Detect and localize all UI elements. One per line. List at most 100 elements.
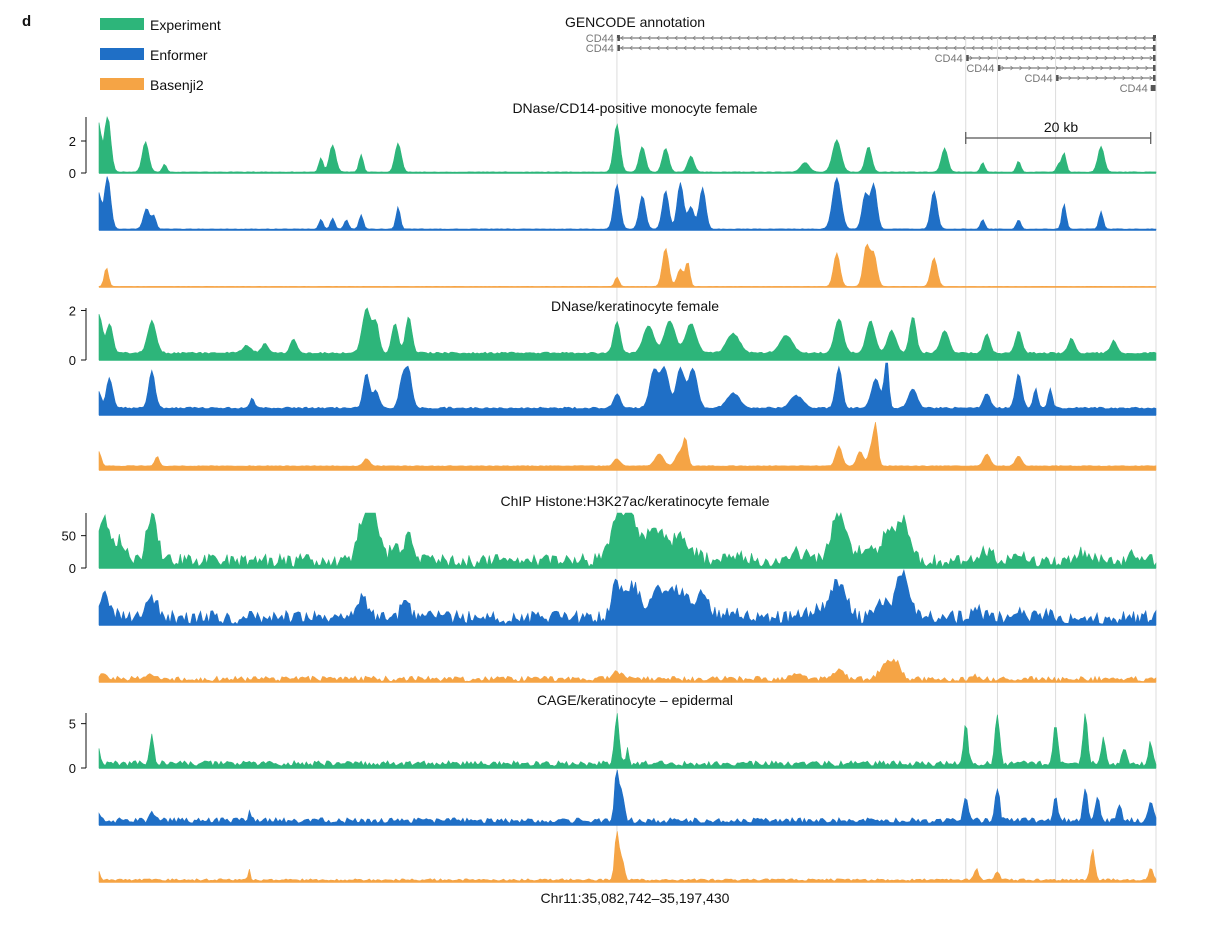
strand-chevron [1115, 45, 1119, 51]
transcript-label: CD44 [586, 33, 614, 45]
exon [1055, 75, 1059, 81]
transcript-3: CD44 [966, 63, 1156, 75]
strand-chevron [1059, 75, 1063, 81]
strand-chevron [827, 35, 831, 41]
strand-chevron [980, 45, 984, 51]
strand-chevron [1097, 45, 1101, 51]
legend-swatch-experiment [100, 18, 144, 30]
strand-chevron [1097, 35, 1101, 41]
strand-chevron [818, 45, 822, 51]
strand-chevron [969, 55, 973, 61]
panel-letter: d [22, 13, 31, 30]
strand-chevron [737, 45, 741, 51]
transcript-5: CD44 [1120, 83, 1156, 95]
strand-chevron [1023, 55, 1027, 61]
strand-chevron [719, 45, 723, 51]
strand-chevron [1046, 65, 1050, 71]
transcript-label: CD44 [966, 63, 994, 75]
strand-chevron [1113, 75, 1117, 81]
strand-chevron [719, 35, 723, 41]
exon [965, 55, 969, 61]
strand-chevron [1028, 65, 1032, 71]
strand-chevron [935, 45, 939, 51]
strand-chevron [1124, 35, 1128, 41]
transcript-4: CD44 [1024, 73, 1156, 85]
strand-chevron [1077, 55, 1081, 61]
strand-chevron [1133, 45, 1137, 51]
strand-chevron [1061, 45, 1065, 51]
strand-chevron [1001, 65, 1005, 71]
legend-label-experiment: Experiment [150, 17, 221, 33]
strand-chevron [665, 35, 669, 41]
strand-chevron [890, 35, 894, 41]
strand-chevron [1140, 55, 1144, 61]
y-tick-label: 2 [69, 134, 76, 149]
strand-chevron [1136, 65, 1140, 71]
strand-chevron [863, 45, 867, 51]
strand-chevron [1070, 35, 1074, 41]
strand-chevron [728, 45, 732, 51]
strand-chevron [692, 35, 696, 41]
signal-area-basenji2 [98, 421, 1157, 471]
strand-chevron [1052, 45, 1056, 51]
track-title: DNase/CD14-positive monocyte female [512, 100, 757, 116]
strand-chevron [854, 45, 858, 51]
strand-chevron [1037, 65, 1041, 71]
strand-chevron [773, 45, 777, 51]
legend-swatch-basenji2 [100, 78, 144, 90]
strand-chevron [638, 35, 642, 41]
legend-label-enformer: Enformer [150, 47, 208, 63]
track-panel-2: ChIP Histone:H3K27ac/keratinocyte female… [62, 493, 1157, 683]
strand-chevron [899, 35, 903, 41]
y-tick-label: 0 [69, 561, 76, 576]
strand-chevron [1149, 55, 1153, 61]
strand-chevron [1079, 45, 1083, 51]
track-panel-1: DNase/keratinocyte female 2 0 [69, 298, 1157, 471]
y-tick-label: 2 [69, 303, 76, 318]
exon [1153, 55, 1156, 61]
strand-chevron [1005, 55, 1009, 61]
strand-chevron [1095, 75, 1099, 81]
strand-chevron [1014, 55, 1018, 61]
signal-area-basenji2 [98, 831, 1157, 883]
strand-chevron [674, 45, 678, 51]
strand-chevron [1095, 55, 1099, 61]
strand-chevron [1124, 45, 1128, 51]
strand-chevron [1131, 75, 1135, 81]
strand-chevron [1010, 65, 1014, 71]
strand-chevron [782, 45, 786, 51]
strand-chevron [710, 35, 714, 41]
strand-chevron [692, 45, 696, 51]
strand-chevron [1043, 35, 1047, 41]
strand-chevron [1142, 45, 1146, 51]
strand-chevron [620, 45, 624, 51]
exon [616, 45, 620, 51]
strand-chevron [1034, 35, 1038, 41]
strand-chevron [647, 35, 651, 41]
strand-chevron [1113, 55, 1117, 61]
strand-chevron [899, 45, 903, 51]
strand-chevron [1142, 35, 1146, 41]
exon [1153, 65, 1156, 71]
strand-chevron [755, 35, 759, 41]
strand-chevron [881, 45, 885, 51]
y-tick-label: 0 [69, 761, 76, 776]
y-tick-label: 0 [69, 353, 76, 368]
strand-chevron [926, 45, 930, 51]
strand-chevron [746, 45, 750, 51]
strand-chevron [1127, 65, 1131, 71]
strand-chevron [1109, 65, 1113, 71]
exon [1150, 85, 1154, 91]
strand-chevron [890, 45, 894, 51]
transcript-0: CD44 [586, 33, 1156, 45]
strand-chevron [683, 35, 687, 41]
track-title: CAGE/keratinocyte – epidermal [537, 692, 733, 708]
strand-chevron [989, 35, 993, 41]
strand-chevron [1086, 55, 1090, 61]
strand-chevron [926, 35, 930, 41]
legend-swatch-enformer [100, 48, 144, 60]
strand-chevron [1079, 35, 1083, 41]
strand-chevron [962, 45, 966, 51]
exon [1153, 75, 1156, 81]
